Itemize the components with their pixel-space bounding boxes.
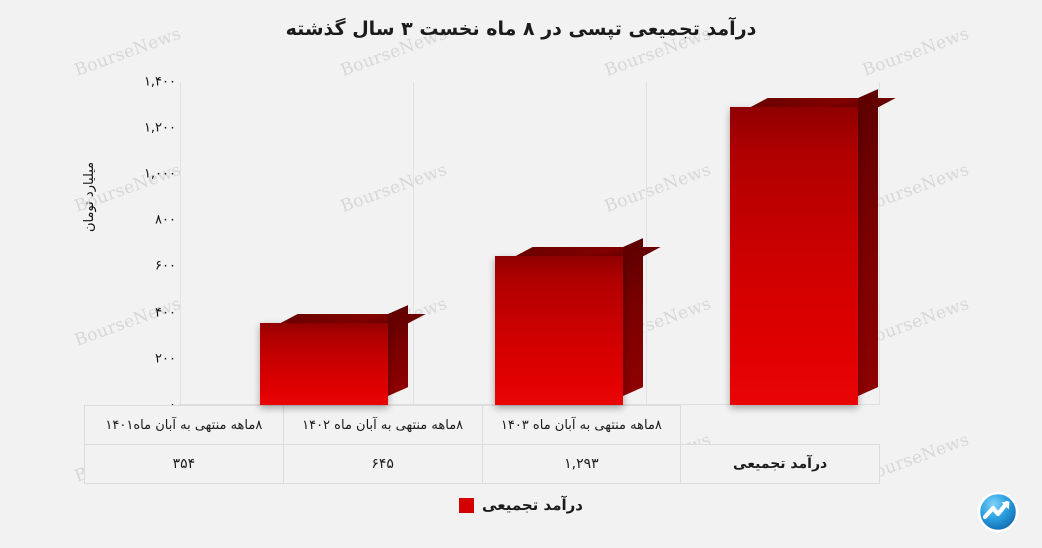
column-separator <box>879 82 880 405</box>
y-tick-label: ۱,۴۰۰ <box>143 74 176 90</box>
table-row-values: درآمد تجمیعی ۱,۲۹۳ ۶۴۵ ۳۵۴ <box>84 444 880 484</box>
bar-category-3[interactable] <box>730 88 896 405</box>
bar-side-face <box>623 238 643 396</box>
y-axis: ۰ ۲۰۰ ۴۰۰ ۶۰۰ ۸۰۰ ۱,۰۰۰ ۱,۲۰۰ ۱,۴۰۰ <box>104 75 176 413</box>
y-tick-label: ۴۰۰ <box>155 305 176 321</box>
bar-front-face <box>730 106 858 405</box>
bar-side-face <box>388 305 408 396</box>
boursenews-logo[interactable] <box>976 490 1020 534</box>
table-row-categories: ۸ماهه منتهی به آبان ماه ۱۴۰۳ ۸ماهه منتهی… <box>84 405 880 445</box>
bar-front-face <box>495 256 623 405</box>
y-axis-title: میلیارد تومان <box>82 161 97 232</box>
chart-legend: درآمد تجمیعی <box>0 496 1042 514</box>
column-separator <box>413 82 414 405</box>
column-separator <box>180 82 181 405</box>
table-cell-category-2: ۸ماهه منتهی به آبان ماه ۱۴۰۲ <box>282 405 483 445</box>
legend-color-swatch[interactable] <box>459 497 475 513</box>
plot-area <box>178 82 896 405</box>
data-table: ۸ماهه منتهی به آبان ماه ۱۴۰۳ ۸ماهه منتهی… <box>84 405 880 484</box>
y-tick-label: ۲۰۰ <box>155 351 176 367</box>
table-cell-category-1: ۸ماهه منتهی به آبان ماه۱۴۰۱ <box>84 405 284 445</box>
y-tick-label: ۶۰۰ <box>155 258 176 274</box>
table-corner-cell <box>681 406 880 445</box>
table-cell-value-3: ۱,۲۹۳ <box>481 444 682 484</box>
y-tick-label: ۱,۲۰۰ <box>143 120 176 136</box>
legend-label: درآمد تجمیعی <box>482 496 583 514</box>
table-cell-value-2: ۶۴۵ <box>282 444 483 484</box>
column-separator <box>646 82 647 405</box>
y-tick-label: ۸۰۰ <box>155 212 176 228</box>
table-cell-category-3: ۸ماهه منتهی به آبان ماه ۱۴۰۳ <box>481 405 682 445</box>
bar-category-2[interactable] <box>495 238 661 405</box>
bar-front-face <box>260 323 388 405</box>
bar-side-face <box>858 88 878 396</box>
table-cell-value-1: ۳۵۴ <box>84 444 284 484</box>
table-row-header: درآمد تجمیعی <box>680 444 880 484</box>
chart-title: درآمد تجمیعی تپسی در ۸ ماه نخست ۳ سال گذ… <box>285 18 757 40</box>
y-tick-label: ۱,۰۰۰ <box>143 166 176 182</box>
bar-category-1[interactable] <box>260 305 426 405</box>
